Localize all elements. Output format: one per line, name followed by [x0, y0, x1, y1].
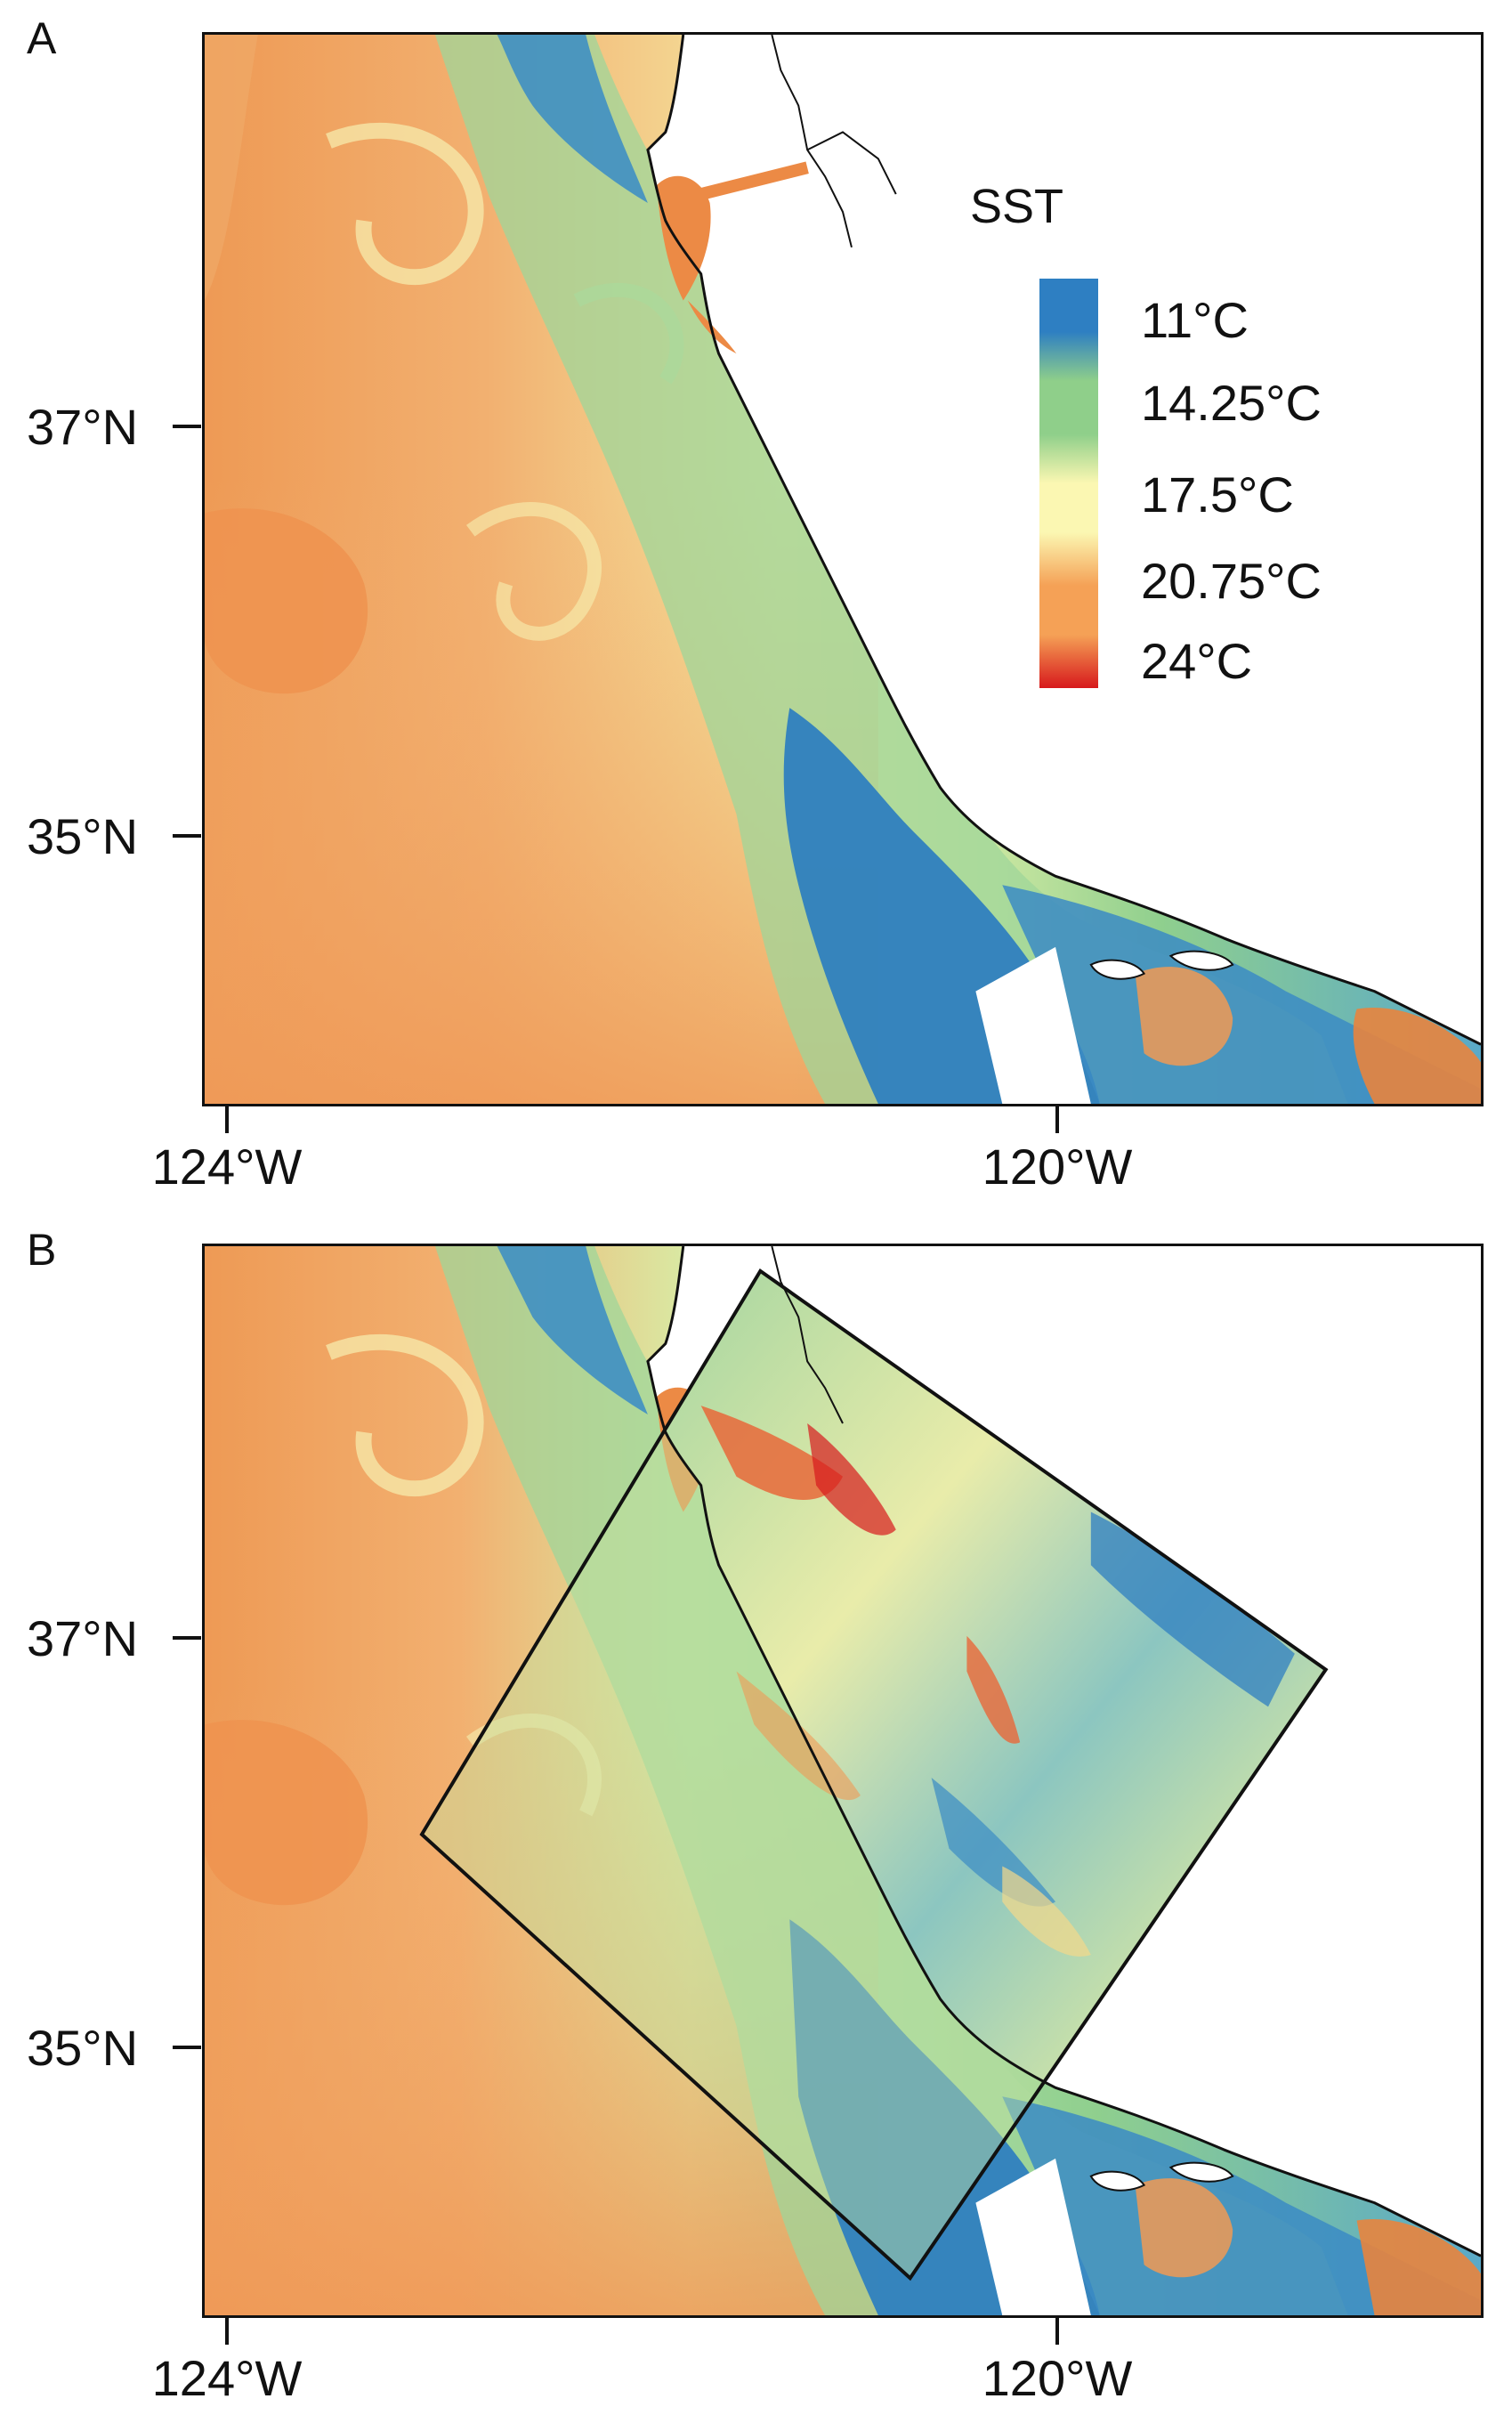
lon-label-120: 120°W [982, 2350, 1133, 2406]
lat-label-35: 35°N [27, 808, 139, 864]
lat-tick-35 [173, 2046, 201, 2049]
legend-entry: 17.5°C [1141, 466, 1294, 523]
lat-tick-37 [173, 425, 201, 428]
sst-map-graphic [205, 1246, 1481, 2315]
panel-b: B [0, 1212, 1512, 2423]
lon-tick-124 [225, 2318, 229, 2345]
legend-entry: 20.75°C [1141, 553, 1322, 609]
lat-tick-37 [173, 1636, 201, 1640]
legend-entry: 14.25°C [1141, 375, 1322, 431]
lat-label-37: 37°N [27, 399, 139, 455]
lon-label-124: 124°W [151, 1139, 303, 1195]
legend-title: SST [970, 180, 1064, 233]
lon-tick-120 [1055, 2318, 1059, 2345]
lon-label-124: 124°W [151, 2350, 303, 2406]
lon-tick-124 [225, 1106, 229, 1133]
lon-tick-120 [1055, 1106, 1059, 1133]
legend-color-bar [1039, 279, 1098, 688]
lat-tick-35 [173, 834, 201, 838]
lat-label-37: 37°N [27, 1610, 139, 1666]
inset-region-box [419, 1268, 1329, 2281]
sst-map-graphic [205, 35, 1481, 1104]
panel-a: A [27, 13, 1484, 1195]
sst-map [202, 32, 1484, 1106]
legend-entry: 24°C [1141, 633, 1253, 689]
panel-label: B [27, 1225, 57, 1275]
sst-map [202, 1244, 1484, 2318]
panel-label: A [27, 13, 57, 63]
legend-entry: 11°C [1141, 292, 1249, 348]
lat-label-35: 35°N [27, 2020, 139, 2076]
lon-label-120: 120°W [982, 1139, 1133, 1195]
